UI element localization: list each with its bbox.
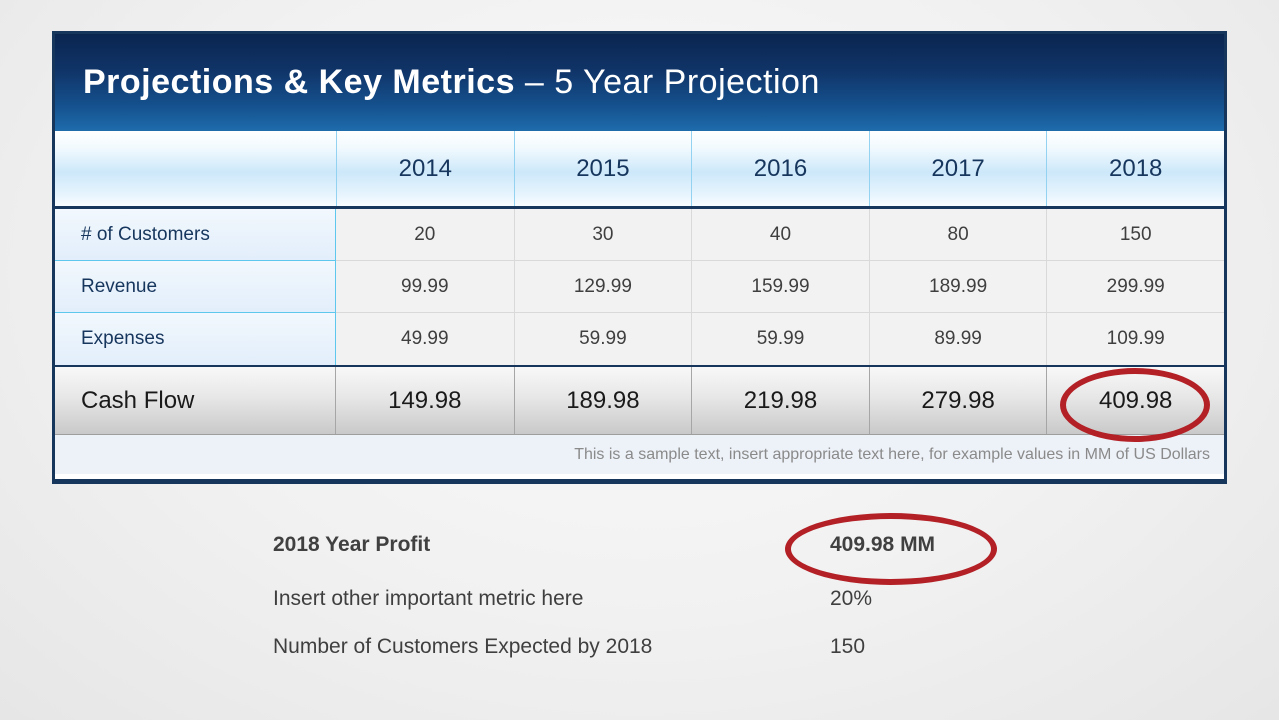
expenses-2017: 89.99 [868,313,1047,365]
metric-label-customers: Number of Customers Expected by 2018 [273,635,653,658]
key-metrics-list: 2018 Year Profit 409.98 MM Insert other … [273,531,1053,661]
revenue-2015: 129.99 [513,261,692,313]
year-header-row: 2014 2015 2016 2017 2018 [55,131,1224,209]
cashflow-2015: 189.98 [513,367,692,434]
row-label-expenses: Expenses [55,313,336,365]
slide-title-sub: – 5 Year Projection [514,63,820,101]
expenses-2016: 59.99 [691,313,869,365]
year-header-empty-cell [55,131,336,206]
table-row-cashflow: Cash Flow 149.98 189.98 219.98 279.98 40… [55,365,1224,435]
row-label-customers: # of Customers [55,209,336,261]
table-row-expenses: Expenses 49.99 59.99 59.99 89.99 109.99 [55,313,1224,365]
year-header-2015: 2015 [513,131,692,206]
customers-2017: 80 [868,209,1047,261]
expenses-2018: 109.99 [1046,313,1224,365]
slide-title-band: Projections & Key Metrics – 5 Year Proje… [55,34,1224,131]
customers-2018: 150 [1046,209,1224,261]
cashflow-2017: 279.98 [868,367,1047,434]
revenue-2017: 189.99 [868,261,1047,313]
cashflow-2018: 409.98 [1046,367,1224,434]
table-row-customers: # of Customers 20 30 40 80 150 [55,209,1224,261]
year-header-2017: 2017 [868,131,1047,206]
customers-2015: 30 [513,209,692,261]
metric-value-other: 20% [830,587,873,610]
cashflow-2016: 219.98 [691,367,869,434]
row-label-revenue: Revenue [55,261,336,313]
cashflow-2014: 149.98 [388,386,462,414]
customers-2016: 40 [691,209,869,261]
metric-label-profit: 2018 Year Profit [273,533,431,556]
projection-table: Projections & Key Metrics – 5 Year Proje… [52,31,1227,484]
expenses-2015: 59.99 [513,313,692,365]
customers-2014: 20 [336,209,514,261]
metric-row-other: Insert other important metric here 20% [273,585,1053,613]
year-header-2016: 2016 [691,131,869,206]
slide-title-main: Projections & Key Metrics [83,63,515,101]
metric-value-customers: 150 [830,635,866,658]
year-header-2014: 2014 [336,131,514,206]
revenue-2018: 299.99 [1046,261,1224,313]
revenue-2014: 99.99 [336,261,514,313]
metric-value-profit: 409.98 MM [830,533,936,556]
table-footnote: This is a sample text, insert appropriat… [55,435,1224,474]
slide-title: Projections & Key Metrics – 5 Year Proje… [83,63,820,102]
metric-label-other: Insert other important metric here [273,587,584,610]
metric-row-profit: 2018 Year Profit 409.98 MM [273,531,1053,559]
row-label-cashflow: Cash Flow [55,367,336,434]
table-row-revenue: Revenue 99.99 129.99 159.99 189.99 299.9… [55,261,1224,313]
metric-row-customers: Number of Customers Expected by 2018 150 [273,633,1053,661]
year-header-2018: 2018 [1046,131,1224,206]
revenue-2016: 159.99 [691,261,869,313]
expenses-2014: 49.99 [336,313,514,365]
